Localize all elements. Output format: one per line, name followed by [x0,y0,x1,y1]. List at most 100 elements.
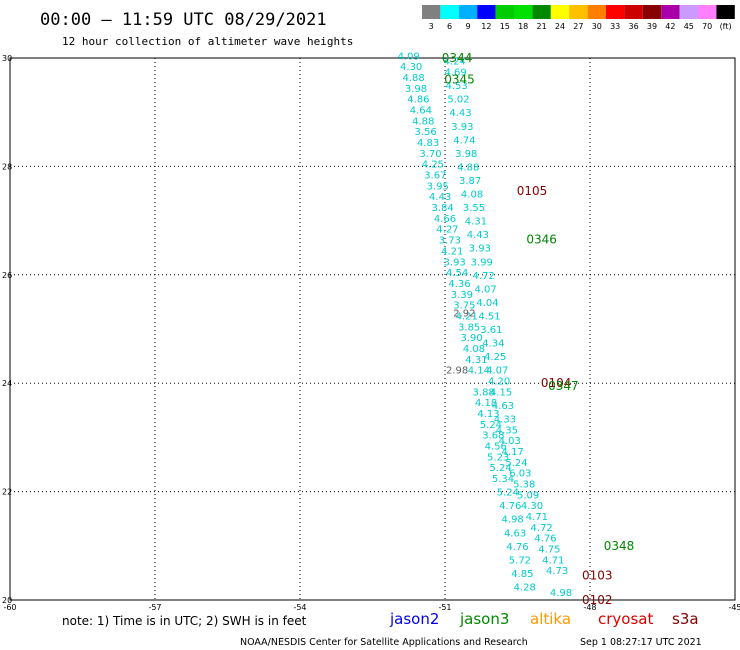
wave-height-point: 4.85 [511,569,533,580]
wave-height-point: 5.38 [513,479,535,490]
wave-height-point: 4.64 [410,105,432,116]
colorbar-label: 36 [629,22,639,31]
wave-height-point: 3.61 [480,325,502,336]
colorbar-label: 12 [481,22,491,31]
wave-height-point: 4.51 [478,311,500,322]
wave-height-point: 4.88 [402,73,424,84]
colorbar-label: (ft) [720,22,732,31]
footer-note: note: 1) Time is in UTC; 2) SWH is in fe… [62,614,307,628]
wave-height-point: 4.03 [499,436,521,447]
colorbar-swatch [569,5,588,19]
colorbar-swatch [458,5,478,19]
wave-height-point: 4.31 [465,355,487,366]
wave-height-point: 3.67 [424,171,446,182]
timestamp-text: Sep 1 08:27:17 UTC 2021 [580,637,702,648]
credit-text: NOAA/NESDIS Center for Satellite Applica… [240,637,528,648]
wave-height-point: 4.13 [477,409,499,420]
pass-time-label: 0346 [526,233,557,247]
wave-height-point: 4.07 [474,284,496,295]
wave-height-point: 4.54 [446,268,468,279]
wave-height-point: 4.31 [465,217,487,228]
wave-height-point: 4.30 [400,62,422,73]
wave-height-point: 4.76 [499,501,521,512]
wave-height-point: 3.95 [427,181,449,192]
wave-height-point: 4.88 [457,162,479,173]
wave-height-point: 4.73 [546,566,568,577]
wave-height-point: 4.20 [488,376,510,387]
wave-height-point: 4.14 [468,366,490,377]
wave-height-point: 4.83 [417,138,439,149]
wave-height-point: 4.76 [506,542,528,553]
chart-title: 00:00 – 11:59 UTC 08/29/2021 [40,10,327,30]
wave-height-point: 4.30 [521,501,543,512]
wave-height-point: 3.88 [473,387,495,398]
satellite-legend: jason2 jason3 altika cryosat s3a [389,610,699,628]
wave-height-point: 4.33 [494,414,516,425]
wave-height-point: 3.93 [451,122,473,133]
wave-height-point: 3.39 [451,290,473,301]
pass-time-label: 0104 [541,376,572,390]
wave-height-point: 5.02 [447,95,469,106]
pass-time-label: 0348 [604,539,635,553]
wave-height-point: 5.24 [480,420,502,431]
wave-height-point: 3.93 [444,257,466,268]
satellite-s3a: s3a [672,610,699,628]
wave-height-point: 4.75 [538,545,560,556]
wave-height-point: 4.53 [445,81,467,92]
wave-height-point: 4.24 [444,57,466,68]
pass-time-label: 0345 [444,73,475,87]
wave-height-point: 4.88 [412,116,434,127]
satellite-altika: altika [530,610,571,628]
colorbar-label: 18 [518,22,528,31]
colorbar-label: 6 [447,22,452,31]
wave-height-point: 3.85 [458,322,480,333]
wave-height-point: 4.09 [398,51,420,62]
wave-height-point: 4.21 [441,246,463,257]
wave-height-point: 5.72 [509,555,531,566]
wave-height-point: 3.99 [471,257,493,268]
wave-height-point: 5.24 [489,463,511,474]
colorbar-swatch [624,5,643,19]
colorbar-swatch [514,5,533,19]
wave-height-point: 4.15 [490,387,512,398]
colorbar-swatch [532,5,551,19]
wave-height-point: 4.43 [467,230,489,241]
pass-time-label: 0103 [582,569,613,583]
x-tick-label: -45 [728,603,740,612]
wave-height-point: 4.98 [550,588,572,599]
wave-height-point: 4.28 [514,582,536,593]
wave-height-point: 5.24 [497,488,519,499]
colorbar-swatch [661,5,680,19]
colorbar-swatch [716,5,735,19]
colorbar-swatch [606,5,625,19]
pass-time-label: 0102 [582,593,613,607]
wave-height-point: 4.71 [526,512,548,523]
wave-height-point: 4.71 [542,555,564,566]
y-tick-label: 24 [2,379,12,388]
wave-height-point: 3.98 [455,149,477,160]
plot-area [9,57,736,601]
wave-height-point: 4.76 [534,534,556,545]
y-axis-ticks: 20 22 24 26 28 30 [2,54,12,605]
y-tick-label: 30 [2,54,12,63]
x-tick-label: -54 [293,603,306,612]
colorbar-swatch [642,5,662,19]
colorbar-label: 39 [647,22,657,31]
wave-height-point: 2.92 [453,309,475,320]
wave-height-point: 5.09 [517,490,539,501]
wave-height-point: 3.90 [460,333,482,344]
wave-height-point: 4.86 [407,95,429,106]
wave-height-point: 3.73 [439,236,461,247]
colorbar-swatch [550,5,570,19]
wave-height-point: 4.04 [476,298,498,309]
wave-height-point: 4.43 [429,192,451,203]
wave-height-point: 4.69 [445,68,467,79]
wave-height-point: 4.25 [484,352,506,363]
wave-height-point: 3.84 [431,203,453,214]
wave-height-point: 5.23 [487,452,509,463]
colorbar-label: 3 [429,22,434,31]
wave-height-point: 4.18 [475,398,497,409]
x-axis-ticks: -60 -57 -54 -51 -48 -45 [3,603,740,612]
x-tick-label: -51 [438,603,451,612]
